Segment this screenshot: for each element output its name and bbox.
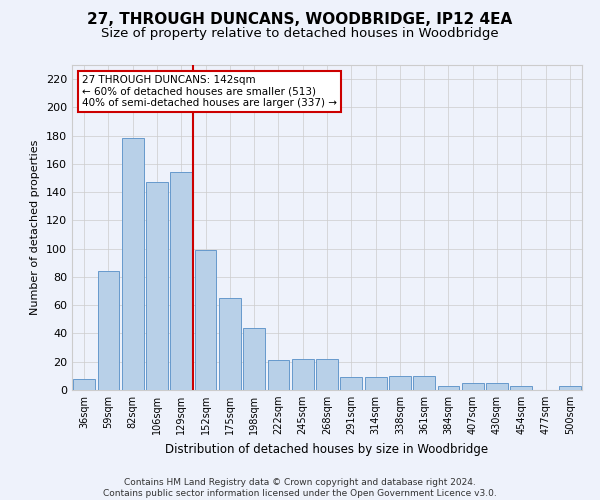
Bar <box>486 383 508 390</box>
Text: 27, THROUGH DUNCANS, WOODBRIDGE, IP12 4EA: 27, THROUGH DUNCANS, WOODBRIDGE, IP12 4E… <box>88 12 512 28</box>
Bar <box>365 378 386 390</box>
Bar <box>122 138 143 390</box>
Text: 27 THROUGH DUNCANS: 142sqm
← 60% of detached houses are smaller (513)
40% of sem: 27 THROUGH DUNCANS: 142sqm ← 60% of deta… <box>82 74 337 108</box>
Bar <box>559 386 581 390</box>
X-axis label: Distribution of detached houses by size in Woodbridge: Distribution of detached houses by size … <box>166 442 488 456</box>
Bar <box>268 360 289 390</box>
Bar <box>219 298 241 390</box>
Bar <box>194 250 217 390</box>
Bar <box>170 172 192 390</box>
Bar <box>413 376 435 390</box>
Bar <box>243 328 265 390</box>
Bar <box>97 272 119 390</box>
Bar <box>146 182 168 390</box>
Bar <box>73 378 95 390</box>
Y-axis label: Number of detached properties: Number of detached properties <box>31 140 40 315</box>
Bar <box>340 378 362 390</box>
Bar <box>292 359 314 390</box>
Bar <box>462 383 484 390</box>
Text: Size of property relative to detached houses in Woodbridge: Size of property relative to detached ho… <box>101 28 499 40</box>
Text: Contains HM Land Registry data © Crown copyright and database right 2024.
Contai: Contains HM Land Registry data © Crown c… <box>103 478 497 498</box>
Bar <box>316 359 338 390</box>
Bar <box>437 386 460 390</box>
Bar <box>389 376 411 390</box>
Bar <box>511 386 532 390</box>
